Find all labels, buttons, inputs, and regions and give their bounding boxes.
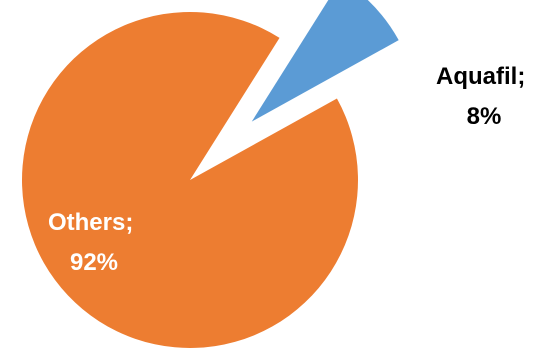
pie-slice-aquafil — [251, 0, 399, 122]
slice-label-aquafil: Aquafil; 8% — [436, 63, 532, 130]
slice-label-others-name: Others; — [48, 209, 133, 236]
slice-label-others: Others; 92% — [48, 209, 140, 276]
pie-slices — [22, 0, 399, 349]
pie-labels: Aquafil; 8% Others; 92% — [48, 63, 532, 276]
slice-label-others-percent: 92% — [70, 249, 118, 276]
slice-label-aquafil-name: Aquafil; — [436, 63, 525, 90]
pie-slice-others — [22, 11, 359, 349]
slice-label-aquafil-percent: 8% — [467, 103, 502, 130]
